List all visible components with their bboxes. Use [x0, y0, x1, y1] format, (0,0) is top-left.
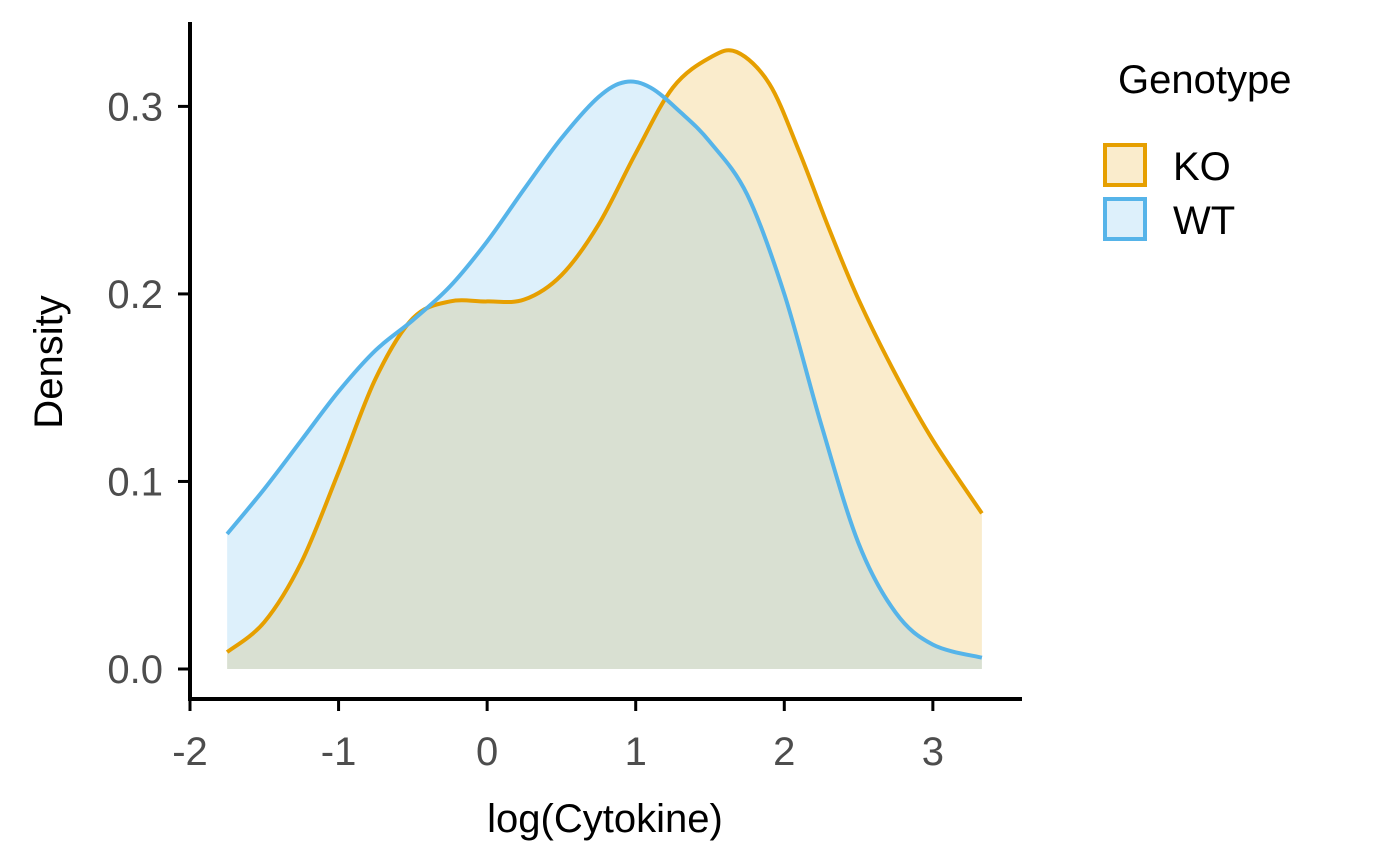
density-areas: [227, 50, 982, 669]
density-area-ko: [227, 50, 982, 669]
density-line-ko: [225, 48, 984, 654]
y-axis-title: Density: [27, 295, 71, 428]
density-line-wt: [225, 79, 983, 660]
x-tick-label: -2: [172, 730, 208, 774]
legend-item-wt: WT: [1103, 197, 1235, 243]
legend-item-ko: KO: [1103, 143, 1231, 189]
x-tick-label: -1: [321, 730, 357, 774]
y-tick-label: 0.3: [107, 85, 163, 129]
y-tick-label: 0.1: [107, 460, 163, 504]
density-area-wt: [227, 81, 982, 669]
x-tick-label: 3: [922, 730, 944, 774]
x-tick-label: 2: [773, 730, 795, 774]
x-axis-title: log(Cytokine): [487, 797, 723, 841]
density-lines: [225, 48, 984, 660]
legend-key: [1103, 143, 1147, 187]
x-tick-label: 0: [476, 730, 498, 774]
legend-key: [1103, 197, 1147, 241]
x-tick-label: 1: [625, 730, 647, 774]
axes: -2 -1 0 1 2 3 0.0 0.1 0.2 0.3: [107, 22, 1022, 774]
legend-items: KO WT: [1103, 143, 1235, 243]
legend: Genotype KO WT: [1103, 58, 1291, 243]
legend-label: WT: [1173, 199, 1235, 243]
y-tick-label: 0.0: [107, 648, 163, 692]
y-tick-label: 0.2: [107, 273, 163, 317]
legend-title: Genotype: [1118, 58, 1291, 102]
legend-label: KO: [1173, 145, 1231, 189]
